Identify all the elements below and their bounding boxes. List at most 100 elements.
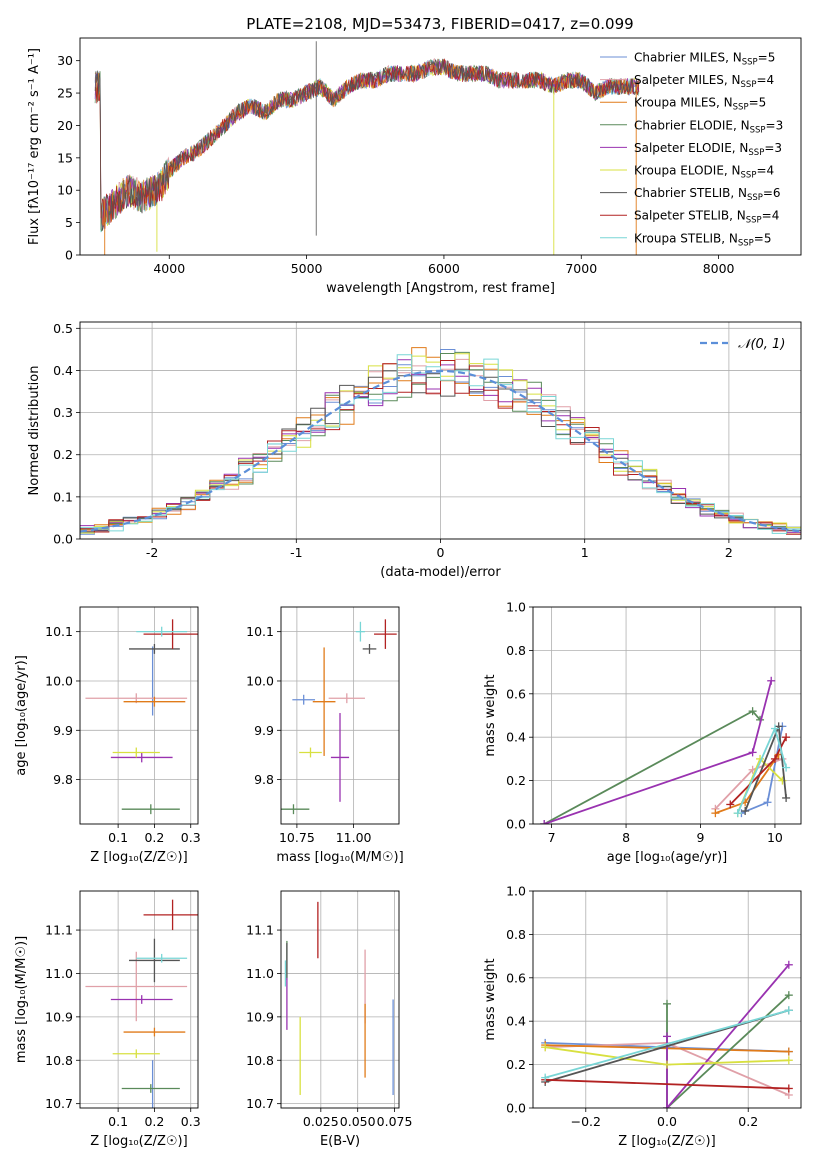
x-tick-label: 0.3 xyxy=(181,1114,201,1129)
axes-frame xyxy=(79,321,802,540)
spectrum-line xyxy=(94,58,639,231)
y-tick-label: 11.0 xyxy=(246,966,274,981)
panel-residuals: -2 -1 0 1 2 0.0 0.1 0.2 0.3 0.4 0.5 (data-model)/er… xyxy=(27,321,802,580)
y-tick-label: 10.7 xyxy=(45,1096,73,1111)
x-tick-label: 2 xyxy=(725,545,733,560)
x-tick-label: 9 xyxy=(697,830,705,845)
spectrum-line xyxy=(94,59,640,229)
legend-subscript: SSP xyxy=(742,58,758,68)
x-tick-label: 7000 xyxy=(565,261,597,276)
x-tick-label: 8 xyxy=(622,830,630,845)
x-tick-label: 7 xyxy=(548,830,556,845)
x-tick-label: 0.050 xyxy=(340,1114,376,1129)
y-axis-label: mass weight xyxy=(483,958,498,1040)
y-tick-label: 0.4 xyxy=(53,363,73,378)
panel-mass-vs-EBV: 0.025 0.050 0.075 10.7 10.8 10.9 11.0 11.1 E(B-V… xyxy=(246,890,413,1149)
y-axis-label: Flux [fλ10⁻¹⁷ erg cm⁻² s⁻¹ A⁻¹] xyxy=(27,48,42,245)
x-axis-label: Z [log₁₀(Z/Z☉)] xyxy=(90,850,187,865)
series-line xyxy=(544,1009,790,1079)
x-tick-label: 0.3 xyxy=(181,830,201,845)
legend-subscript: SSP xyxy=(747,193,763,203)
y-tick-label: 0 xyxy=(65,248,73,263)
legend-label: Kroupa MILES, NSSP=5 xyxy=(634,96,766,113)
x-tick-label: 0.2 xyxy=(738,1114,758,1129)
legend-label: Salpeter STELIB, NSSP=4 xyxy=(634,209,779,226)
legend-label: Salpeter MILES, NSSP=4 xyxy=(634,73,774,90)
axes-frame xyxy=(79,37,802,256)
legend-label: 𝒩(0, 1) xyxy=(738,337,785,352)
legend-value: =4 xyxy=(762,209,780,223)
panel-age-vs-Z: 0.1 0.2 0.3 9.8 9.9 10.0 10.1 Z [log₁₀(Z/Z☉)] ag… xyxy=(14,606,201,865)
x-tick-label: 10.75 xyxy=(279,830,315,845)
legend-label: Chabrier STELIB, NSSP=6 xyxy=(634,186,781,203)
legend-value: =4 xyxy=(756,164,774,178)
legend-label: Salpeter ELODIE, NSSP=3 xyxy=(634,141,782,158)
y-tick-label: 10 xyxy=(57,183,73,198)
x-tick-label: -2 xyxy=(146,545,158,560)
y-tick-label: 0.8 xyxy=(506,643,526,658)
y-tick-label: 0.3 xyxy=(53,405,73,420)
y-tick-label: 11.1 xyxy=(246,923,274,938)
x-axis-label: age [log₁₀(age/yr)] xyxy=(607,850,728,865)
x-tick-label: 5000 xyxy=(291,261,323,276)
y-tick-label: 10.0 xyxy=(45,673,73,688)
axes-frame xyxy=(79,890,199,1109)
y-tick-label: 11.1 xyxy=(45,923,73,938)
x-tick-label: -1 xyxy=(290,545,302,560)
legend-label: Chabrier MILES, NSSP=5 xyxy=(634,51,775,68)
axes-frame xyxy=(79,606,199,825)
y-tick-label: 25 xyxy=(57,86,73,101)
y-tick-label: 10.1 xyxy=(246,624,274,639)
y-tick-label: 10.9 xyxy=(45,1009,73,1024)
x-axis-label: Z [log₁₀(Z/Z☉)] xyxy=(90,1134,187,1149)
legend-subscript: SSP xyxy=(748,148,764,158)
gaussian-curve xyxy=(80,369,801,533)
plot-area xyxy=(80,322,801,539)
x-tick-label: 0.075 xyxy=(377,1114,413,1129)
y-axis-label: mass [log₁₀(M/M☉)] xyxy=(14,936,29,1063)
y-tick-label: 5 xyxy=(65,215,73,230)
legend-label: Kroupa STELIB, NSSP=5 xyxy=(634,231,772,248)
x-tick-label: 0.1 xyxy=(108,1114,128,1129)
panel-age-vs-mass: 10.75 11.00 9.8 9.9 10.0 10.1 mass [log₁₀(M/M☉… xyxy=(246,606,404,865)
legend-subscript: SSP xyxy=(733,103,749,113)
y-tick-label: 0.2 xyxy=(53,447,73,462)
y-tick-label: 0.0 xyxy=(506,1101,526,1116)
y-tick-label: 1.0 xyxy=(506,600,526,615)
legend-subscript: SSP xyxy=(741,80,757,90)
legend-value: =6 xyxy=(763,186,781,200)
y-tick-label: 0.1 xyxy=(53,489,73,504)
y-tick-label: 9.8 xyxy=(254,772,274,787)
plot-area xyxy=(281,891,399,1108)
y-tick-label: 0.4 xyxy=(506,1014,526,1029)
y-tick-label: 9.8 xyxy=(53,772,73,787)
y-tick-label: 20 xyxy=(57,118,73,133)
x-tick-label: −0.2 xyxy=(571,1114,601,1129)
x-tick-label: 4000 xyxy=(153,261,185,276)
x-axis-label: wavelength [Angstrom, rest frame] xyxy=(326,281,555,296)
panel-massweight-vs-age: 7 8 9 10 0.0 0.2 0.4 0.6 0.8 1.0 age [log₁₀(age/yr… xyxy=(483,600,802,865)
y-tick-label: 0.6 xyxy=(506,970,526,985)
legend-label: Kroupa ELODIE, NSSP=4 xyxy=(634,164,774,181)
legend-label: Chabrier ELODIE, NSSP=3 xyxy=(634,118,783,135)
x-axis-label: Z [log₁₀(Z/Z☉)] xyxy=(618,1134,715,1149)
x-tick-label: 1 xyxy=(581,545,589,560)
plot-area xyxy=(533,891,801,1108)
axes-frame xyxy=(280,890,400,1109)
axes-frame xyxy=(280,606,400,825)
y-axis-label: Normed distribution xyxy=(27,366,42,496)
legend-value: =3 xyxy=(766,118,784,132)
legend-value: =3 xyxy=(764,141,782,155)
x-tick-label: 6000 xyxy=(428,261,460,276)
y-tick-label: 10.8 xyxy=(246,1053,274,1068)
panel-massweight-vs-Z: −0.2 0.0 0.2 0.0 0.2 0.4 0.6 0.8 1.0 Z [log₁₀(Z/Z… xyxy=(483,884,802,1149)
x-tick-label: 11.00 xyxy=(336,830,372,845)
x-axis-label: E(B-V) xyxy=(320,1134,360,1149)
x-tick-label: 8000 xyxy=(703,261,735,276)
x-tick-label: 0.025 xyxy=(303,1114,339,1129)
legend-subscript: SSP xyxy=(741,171,757,181)
y-tick-label: 0.0 xyxy=(506,817,526,832)
axes-frame xyxy=(532,890,802,1109)
y-axis-label: age [log₁₀(age/yr)] xyxy=(14,655,29,776)
